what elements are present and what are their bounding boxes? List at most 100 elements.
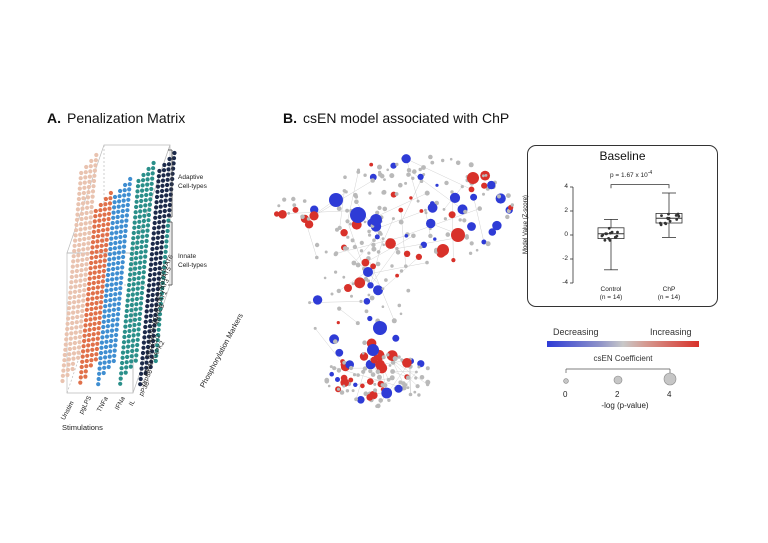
matrix-dot [112,194,118,200]
matrix-dot [140,188,145,193]
matrix-dot [112,348,117,353]
matrix-dot [132,225,137,230]
matrix-dot [156,230,161,235]
matrix-dot [129,308,134,313]
matrix-dot [101,222,106,228]
matrix-dot [117,291,122,296]
matrix-dot [89,306,94,312]
matrix-dot [126,339,131,344]
matrix-dot [123,324,128,329]
network-node [411,233,416,239]
matrix-dot [146,293,151,298]
network-node [413,390,417,394]
network-node [444,180,449,186]
matrix-dot [72,294,77,300]
matrix-dot [113,338,118,343]
matrix-dot [95,244,100,249]
network-node [329,371,334,377]
matrix-dot [112,353,117,358]
matrix-dot [131,338,136,343]
matrix-dot [126,197,131,202]
matrix-dot [117,194,122,199]
matrix-dot [120,360,125,366]
matrix-dot [93,208,98,214]
network-node [481,182,488,189]
network-node-large [370,214,382,226]
matrix-dot [80,354,85,359]
matrix-dot [84,312,89,318]
matrix-dot [110,220,115,226]
matrix-dot [141,270,146,275]
matrix-dot [100,330,105,335]
network-node [381,305,385,308]
legend-coef-label: csEN Coefficient [593,354,653,363]
matrix-dot [157,220,162,225]
network-node-large [373,321,387,335]
matrix-dot [149,257,154,262]
matrix-dot [81,298,86,303]
matrix-dot [163,249,168,254]
network-node [312,295,323,305]
matrix-dot [166,162,172,167]
matrix-dot [76,355,81,360]
matrix-dot [94,152,99,158]
network-node [352,373,357,377]
network-node [402,358,412,368]
matrix-dot [145,304,150,309]
matrix-dot [95,290,100,295]
matrix-dot [151,166,156,171]
matrix-dot [147,202,152,207]
network-node [485,241,491,247]
matrix-dot [158,301,163,306]
matrix-dot [133,358,138,363]
coefficient-gradient-bar [547,341,699,347]
matrix-dot [75,314,80,320]
matrix-dot [137,214,142,219]
matrix-dot [84,364,89,369]
matrix-dot [115,266,120,271]
matrix-dot [72,346,77,351]
network-node [359,240,364,245]
matrix-dot [70,315,75,320]
matrix-dot [153,210,158,215]
matrix-dot [101,268,106,274]
network-node [376,250,381,254]
matrix-dot [84,358,89,364]
network-node-large [350,207,366,223]
matrix-dot [130,348,135,354]
matrix-dot [114,276,119,281]
matrix-dot [60,378,65,384]
network-node [362,340,367,345]
matrix-dot [93,265,98,270]
matrix-dot [152,220,157,226]
matrix-dot [143,324,148,330]
matrix-dot [149,359,154,364]
matrix-dot [118,229,123,234]
matrix-dot [101,274,106,279]
network-node [411,176,415,180]
matrix-dot [92,224,97,229]
matrix-dot [116,260,121,266]
matrix-dot [110,318,116,323]
matrix-dot [151,333,156,338]
network-edge [473,197,485,243]
matrix-dot [142,213,147,218]
matrix-dot [120,355,125,360]
matrix-dot [140,183,145,188]
matrix-dot [85,302,90,307]
network-node [421,165,426,170]
matrix-dot [77,288,82,294]
matrix-dot [156,276,161,281]
matrix-dot [104,339,109,344]
matrix-dot [87,225,92,230]
matrix-dot [71,254,76,259]
matrix-dot [130,246,135,251]
matrix-dot [160,178,166,183]
matrix-dot [143,370,148,376]
network-node [399,312,403,316]
network-node [369,162,374,167]
matrix-dot [168,197,173,202]
matrix-dot [105,227,110,232]
inset-title: Baseline [599,149,646,163]
network-node [324,250,328,254]
